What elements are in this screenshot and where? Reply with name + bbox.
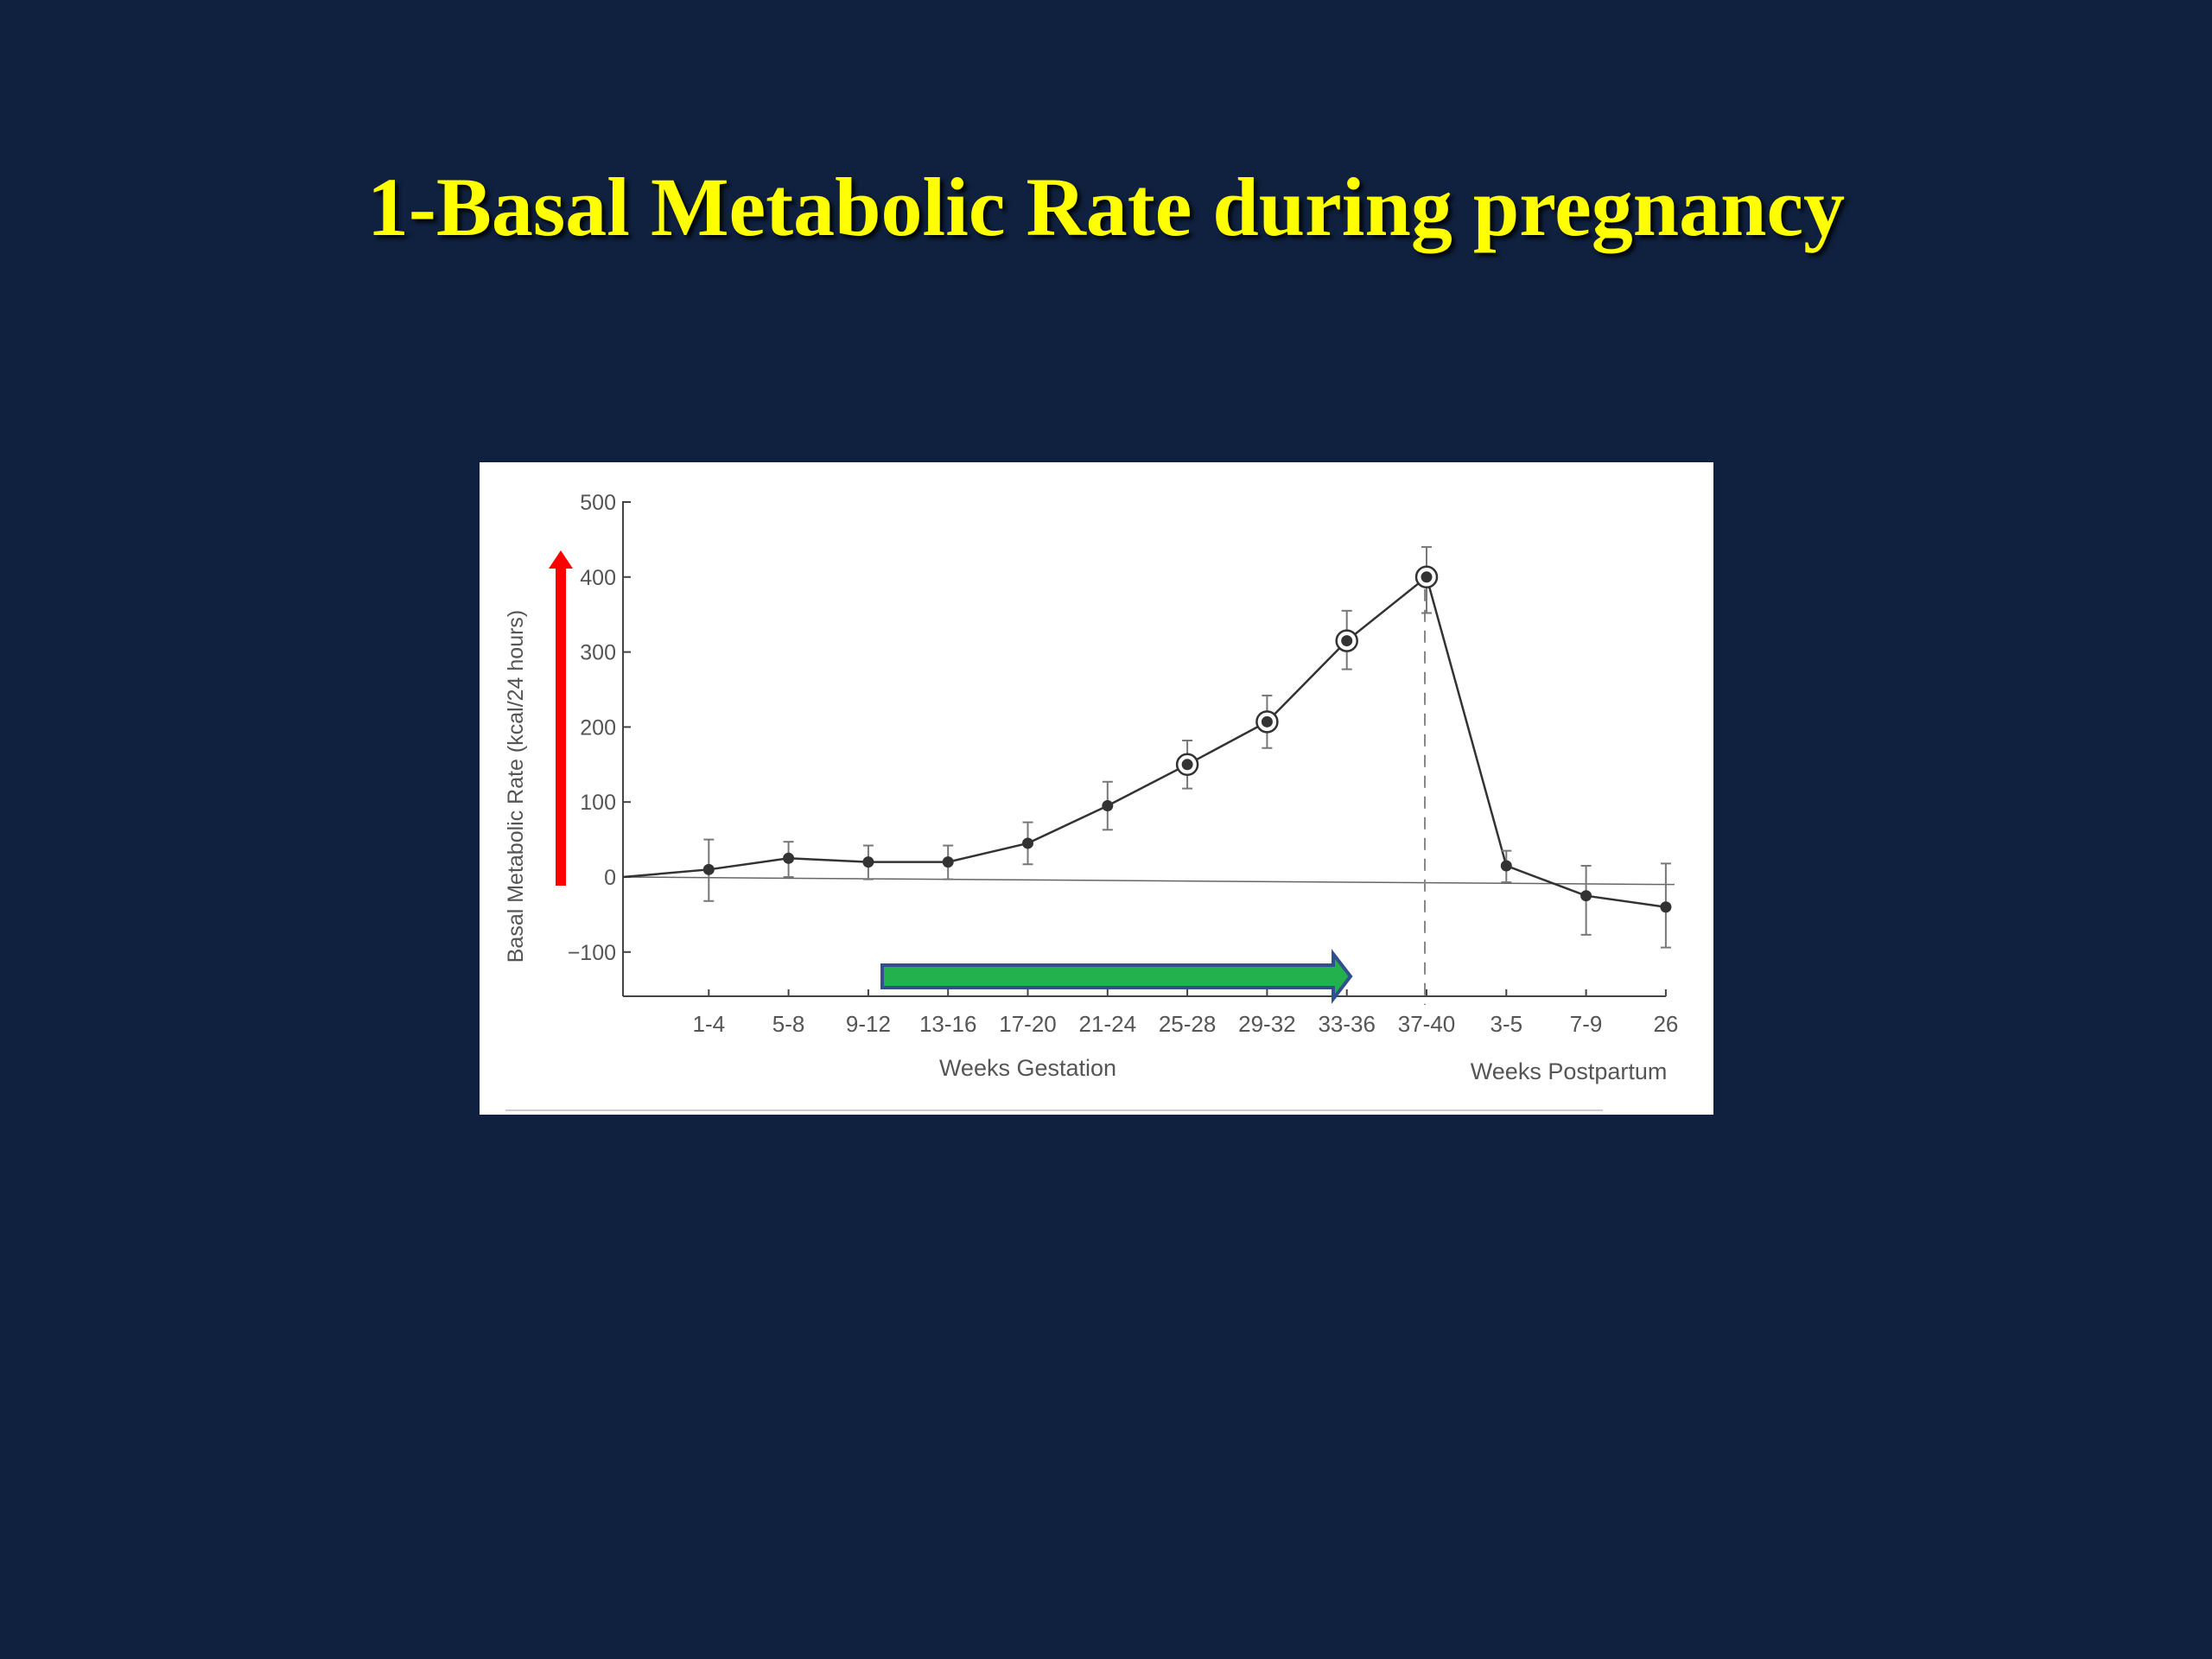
x-axis-label-gestation: Weeks Gestation xyxy=(939,1055,1116,1081)
x-tick-label: 1-4 xyxy=(693,1011,726,1037)
red-arrow-head xyxy=(549,550,573,569)
y-tick-label: 500 xyxy=(580,491,616,515)
green-arrow xyxy=(880,949,1353,1004)
data-point xyxy=(1102,800,1114,812)
x-tick-label: 17-20 xyxy=(999,1011,1057,1037)
slide-title: 1-Basal Metabolic Rate during pregnancy xyxy=(366,161,1846,253)
data-point xyxy=(1660,901,1672,913)
axes: 500 400 300 200 100 0 −100 1-4 5-8 9-12 13-16 17-20… xyxy=(504,491,1678,1084)
data-point xyxy=(1181,759,1193,771)
data-point xyxy=(942,856,954,868)
y-tick-label: 300 xyxy=(580,641,616,665)
y-axis-label: Basal Metabolic Rate (kcal/24 hours) xyxy=(504,610,528,963)
x-tick-label: 13-16 xyxy=(919,1011,977,1037)
data-point xyxy=(1341,635,1353,647)
y-tick-label: 200 xyxy=(580,715,616,740)
annotations xyxy=(505,550,1603,1111)
x-tick-label: 5-8 xyxy=(772,1011,805,1037)
data-point xyxy=(1580,890,1592,902)
data-point xyxy=(1261,715,1273,728)
data-point xyxy=(1500,860,1512,872)
x-tick-label: 7-9 xyxy=(1570,1011,1603,1037)
x-tick-label: 9-12 xyxy=(846,1011,891,1037)
x-tick-label: 21-24 xyxy=(1079,1011,1137,1037)
y-tick-label: 400 xyxy=(580,566,616,590)
x-tick-label: 3-5 xyxy=(1491,1011,1523,1037)
x-tick-label: 26 xyxy=(1653,1011,1678,1037)
y-tick-label: −100 xyxy=(568,941,616,965)
chart-panel: 500 400 300 200 100 0 −100 1-4 5-8 9-12 13-16 17-20… xyxy=(480,462,1713,1115)
y-tick-label: 100 xyxy=(580,791,616,815)
series-group xyxy=(622,546,1672,949)
red-arrow-shaft xyxy=(556,566,566,886)
x-tick-label: 37-40 xyxy=(1398,1011,1456,1037)
x-tick-label: 29-32 xyxy=(1238,1011,1296,1037)
x-axis-label-postpartum: Weeks Postpartum xyxy=(1471,1058,1668,1084)
x-tick-label: 25-28 xyxy=(1159,1011,1217,1037)
reference-line xyxy=(622,876,1675,886)
data-point xyxy=(783,852,795,864)
data-point xyxy=(862,856,874,868)
data-point xyxy=(1022,837,1033,849)
x-tick-label: 33-36 xyxy=(1318,1011,1376,1037)
series-line xyxy=(622,575,1667,908)
data-point xyxy=(1421,571,1433,583)
y-tick-label: 0 xyxy=(604,866,616,890)
bmr-line-chart: 500 400 300 200 100 0 −100 1-4 5-8 9-12 13-16 17-20… xyxy=(504,491,1678,1111)
data-point xyxy=(702,863,715,875)
